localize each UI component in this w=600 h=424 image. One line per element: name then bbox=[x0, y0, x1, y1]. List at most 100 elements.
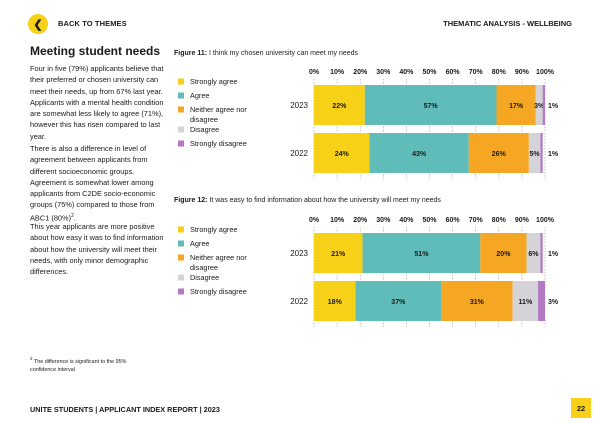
fig11-legend-swatch bbox=[178, 140, 184, 147]
figure-11-prefix: Figure 11: bbox=[174, 50, 208, 57]
fig11-bar-segment bbox=[364, 85, 497, 125]
back-button[interactable]: ❮ bbox=[28, 14, 48, 34]
fig11-category-label: 2023 bbox=[290, 101, 308, 110]
fig11-bar-segment bbox=[468, 133, 529, 173]
fig12-data-label: 37% bbox=[391, 299, 406, 306]
fig12-data-label: 20% bbox=[496, 251, 511, 258]
fig12-legend-swatch bbox=[178, 254, 184, 261]
fig12-bar-segment bbox=[355, 281, 442, 321]
figure-12-chart: 0% 10% 20% 30% 40% 50% 60% 70% 80% 90% 100% Strongl… bbox=[178, 217, 559, 327]
fig12-bar-segment bbox=[540, 233, 543, 273]
fig11-data-label: 22% bbox=[332, 103, 347, 110]
fig12-legend-label: Strongly disagree bbox=[190, 287, 247, 296]
fig11-bar-segment bbox=[535, 85, 543, 125]
paragraph-2-text: There is also a difference in level of a… bbox=[30, 144, 156, 223]
fig12-legend-label: Agree bbox=[190, 239, 209, 248]
fig12-bar-segment bbox=[314, 281, 356, 321]
figure-11-chart: 0% 10% 20% 30% 40% 50% 60% 70% 80% 90% 100% Strongl… bbox=[178, 69, 559, 179]
fig11-data-label: 3% bbox=[534, 103, 545, 110]
fig11-tick-label: 80% bbox=[492, 69, 507, 76]
fig11-legend-label: Neither agree nor disagree bbox=[190, 105, 247, 124]
fig12-tick-label: 80% bbox=[492, 217, 507, 224]
fig11-bar-segment bbox=[496, 85, 536, 125]
fig11-tick-label: 10% bbox=[330, 69, 345, 76]
fig11-tick-label: 100% bbox=[536, 69, 555, 76]
fig11-tick-label: 40% bbox=[399, 69, 414, 76]
fig11-data-label: 57% bbox=[424, 103, 439, 110]
fig11-bar-segment bbox=[528, 133, 541, 173]
fig11-tick-label: 30% bbox=[376, 69, 391, 76]
fig12-legend-label-line: disagree bbox=[190, 263, 218, 272]
fig12-tick-label: 30% bbox=[376, 217, 391, 224]
fig12-tick-label: 40% bbox=[399, 217, 414, 224]
fig12-bar-segment bbox=[526, 233, 541, 273]
paragraph-2: There is also a difference in level of a… bbox=[30, 143, 165, 224]
figure-11-title: Figure 11: I think my chosen university … bbox=[174, 50, 358, 57]
fig12-bar-segment bbox=[314, 233, 363, 273]
fig12-tick-label: 0% bbox=[309, 217, 320, 224]
fig11-legend-swatch bbox=[178, 92, 184, 99]
fig11-data-label: 43% bbox=[412, 151, 427, 158]
fig12-data-label: 18% bbox=[328, 299, 343, 306]
fig12-data-label: 1% bbox=[548, 251, 559, 258]
paragraph-2-end: . bbox=[73, 213, 76, 223]
fig12-tick-label: 20% bbox=[353, 217, 368, 224]
fig12-data-label: 3% bbox=[548, 299, 559, 306]
fig11-legend-label: Strongly disagree bbox=[190, 139, 247, 148]
fig12-bar-segment bbox=[441, 281, 513, 321]
fig11-legend-label-line: disagree bbox=[190, 115, 218, 124]
fig12-tick-label: 50% bbox=[422, 217, 437, 224]
figure-12-title-text: It was easy to find information about ho… bbox=[209, 197, 441, 204]
fig12-legend-swatch bbox=[178, 240, 184, 247]
fig12-data-label: 21% bbox=[331, 251, 346, 258]
fig12-category-label: 2022 bbox=[290, 297, 308, 306]
fig11-bar-segment bbox=[314, 85, 365, 125]
fig12-legend-swatch bbox=[178, 226, 184, 233]
fig11-legend-swatch bbox=[178, 126, 184, 133]
footnote-marker: 2 bbox=[30, 356, 33, 361]
fig11-legend-swatch bbox=[178, 78, 184, 85]
fig11-tick-label: 50% bbox=[422, 69, 437, 76]
fig11-legend-label: Strongly agree bbox=[190, 77, 237, 86]
footnote: 2 The difference is significant to the 9… bbox=[30, 355, 140, 374]
fig12-category-label: 2023 bbox=[290, 249, 308, 258]
footer-report-title: UNITE STUDENTS | APPLICANT INDEX REPORT … bbox=[30, 405, 220, 414]
fig12-bar-segment bbox=[362, 233, 481, 273]
fig12-data-label: 31% bbox=[470, 299, 485, 306]
fig12-tick-label: 90% bbox=[515, 217, 530, 224]
fig12-tick-label: 70% bbox=[469, 217, 484, 224]
fig11-data-label: 17% bbox=[509, 103, 524, 110]
fig11-tick-label: 0% bbox=[309, 69, 320, 76]
fig12-tick-label: 10% bbox=[330, 217, 345, 224]
page-number: 22 bbox=[571, 398, 591, 418]
fig12-tick-label: 60% bbox=[446, 217, 461, 224]
section-heading: THEMATIC ANALYSIS - WELLBEING bbox=[443, 19, 572, 28]
fig11-data-label: 1% bbox=[548, 103, 559, 110]
fig11-bar-segment bbox=[540, 133, 543, 173]
fig12-bar-segment bbox=[512, 281, 539, 321]
fig12-legend-swatch bbox=[178, 274, 184, 281]
figure-11-title-text: I think my chosen university can meet my… bbox=[209, 50, 359, 57]
fig12-bar-segment bbox=[538, 281, 545, 321]
fig11-bar-segment bbox=[314, 133, 370, 173]
fig12-data-label: 11% bbox=[519, 299, 533, 306]
fig12-data-label: 6% bbox=[528, 251, 539, 258]
fig11-legend-swatch bbox=[178, 106, 184, 113]
back-to-themes-link[interactable]: BACK TO THEMES bbox=[58, 19, 127, 28]
fig12-data-label: 51% bbox=[414, 251, 429, 258]
fig11-bar-segment bbox=[369, 133, 469, 173]
fig11-legend-label: Disagree bbox=[190, 125, 219, 134]
fig11-data-label: 1% bbox=[548, 151, 559, 158]
fig11-data-label: 5% bbox=[530, 151, 541, 158]
fig11-tick-label: 20% bbox=[353, 69, 368, 76]
paragraph-1: Four in five (79%) applicants believe th… bbox=[30, 64, 164, 141]
fig11-tick-label: 60% bbox=[446, 69, 461, 76]
fig11-tick-label: 70% bbox=[469, 69, 484, 76]
page-title: Meeting student needs bbox=[30, 44, 161, 58]
fig12-legend-label: Neither agree nor disagree bbox=[190, 253, 247, 272]
chevron-left-icon: ❮ bbox=[33, 18, 43, 31]
fig12-legend-label: Strongly agree bbox=[190, 225, 237, 234]
fig11-legend-label-line: Neither agree nor bbox=[190, 105, 247, 114]
fig11-category-label: 2022 bbox=[290, 149, 308, 158]
figure-12-prefix: Figure 12: bbox=[174, 197, 208, 204]
